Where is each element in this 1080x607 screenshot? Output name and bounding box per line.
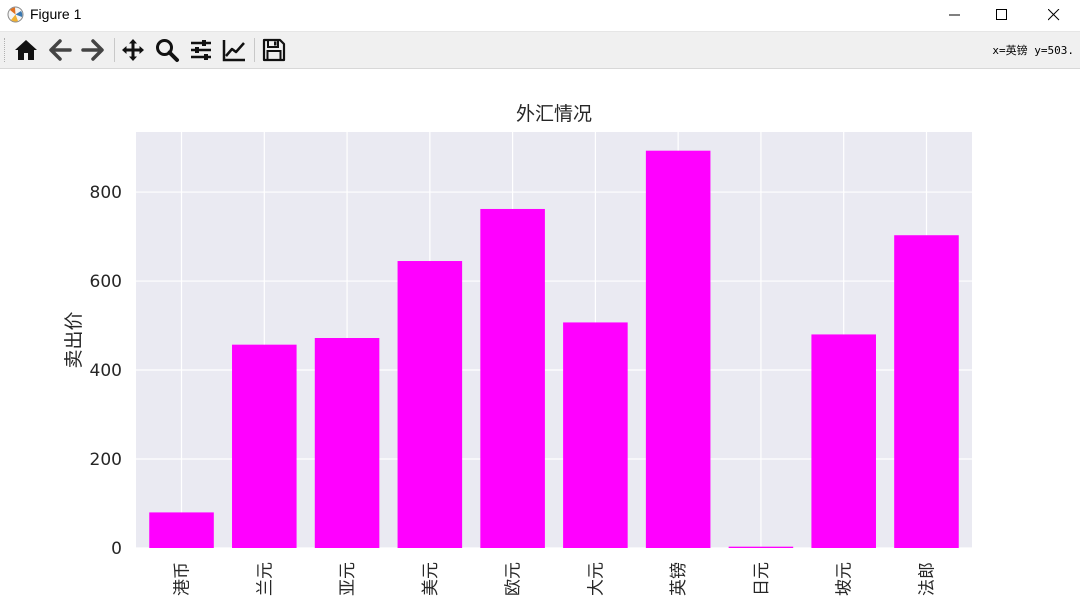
x-tick-label: 坡元 (835, 562, 855, 596)
close-button[interactable] (1031, 0, 1077, 30)
edit-axis-button[interactable] (221, 37, 247, 63)
edit-axis-icon (222, 40, 245, 62)
maximize-button[interactable] (979, 0, 1025, 30)
title-bar: Figure 1 (0, 0, 1080, 30)
x-tick-label: 法郎 (917, 562, 937, 596)
back-arrow-icon (49, 39, 72, 61)
matplotlib-icon (7, 6, 24, 23)
x-tick-label: 兰元 (255, 562, 275, 596)
bar-大元[interactable] (563, 322, 628, 548)
save-icon (262, 38, 286, 62)
bars (149, 150, 959, 549)
toolbar-grip (4, 38, 7, 62)
home-icon (15, 40, 37, 60)
bar-坡元[interactable] (811, 334, 876, 548)
y-tick-label: 400 (90, 361, 122, 381)
bar-兰元[interactable] (232, 344, 297, 548)
bar-港币[interactable] (149, 512, 214, 548)
x-tick-label: 日元 (752, 562, 772, 596)
x-tick-label: 欧元 (504, 562, 524, 596)
cursor-coordinates: x=英镑 y=503. (992, 44, 1074, 57)
y-tick-label: 800 (90, 183, 122, 203)
x-tick-label: 亚元 (338, 562, 358, 596)
bar-法郎[interactable] (894, 235, 959, 549)
forward-arrow-icon (81, 39, 104, 61)
configure-subplots-button[interactable] (188, 37, 214, 63)
x-tick-labels: 港币 兰元 亚元 美元 欧元 大元 英镑 日元 坡元 法郎 (173, 562, 938, 596)
pan-icon (122, 39, 144, 61)
x-tick-label: 英镑 (669, 562, 689, 596)
home-button[interactable] (13, 37, 39, 63)
y-tick-labels: 0 200 400 600 800 (90, 183, 122, 559)
bar-欧元[interactable] (480, 208, 545, 548)
save-button[interactable] (261, 37, 287, 63)
pan-button[interactable] (120, 37, 146, 63)
configure-subplots-icon (191, 40, 211, 60)
close-icon (1048, 9, 1060, 21)
x-tick-label: 大元 (586, 562, 606, 596)
zoom-button[interactable] (154, 37, 180, 63)
zoom-icon (156, 39, 179, 62)
bar-美元[interactable] (397, 261, 463, 548)
maximize-icon (996, 9, 1007, 20)
forward-button[interactable] (80, 37, 106, 63)
bar-亚元[interactable] (314, 337, 380, 548)
chart-title: 外汇情况 (516, 103, 592, 125)
x-tick-label: 美元 (421, 562, 441, 596)
minimize-button[interactable] (932, 0, 978, 30)
toolbar-separator (114, 38, 115, 62)
minimize-icon (949, 14, 960, 16)
y-tick-label: 200 (90, 450, 122, 470)
y-tick-label: 0 (111, 539, 122, 559)
y-axis-label: 卖出价 (63, 311, 85, 368)
x-tick-label: 港币 (173, 562, 193, 596)
toolbar-separator (254, 38, 255, 62)
bar-英镑[interactable] (645, 150, 711, 548)
y-tick-label: 600 (90, 272, 122, 292)
window-title: Figure 1 (30, 6, 82, 22)
bar-日元[interactable] (728, 546, 794, 548)
navigation-toolbar: x=英镑 y=503. (0, 31, 1080, 69)
back-button[interactable] (47, 37, 73, 63)
